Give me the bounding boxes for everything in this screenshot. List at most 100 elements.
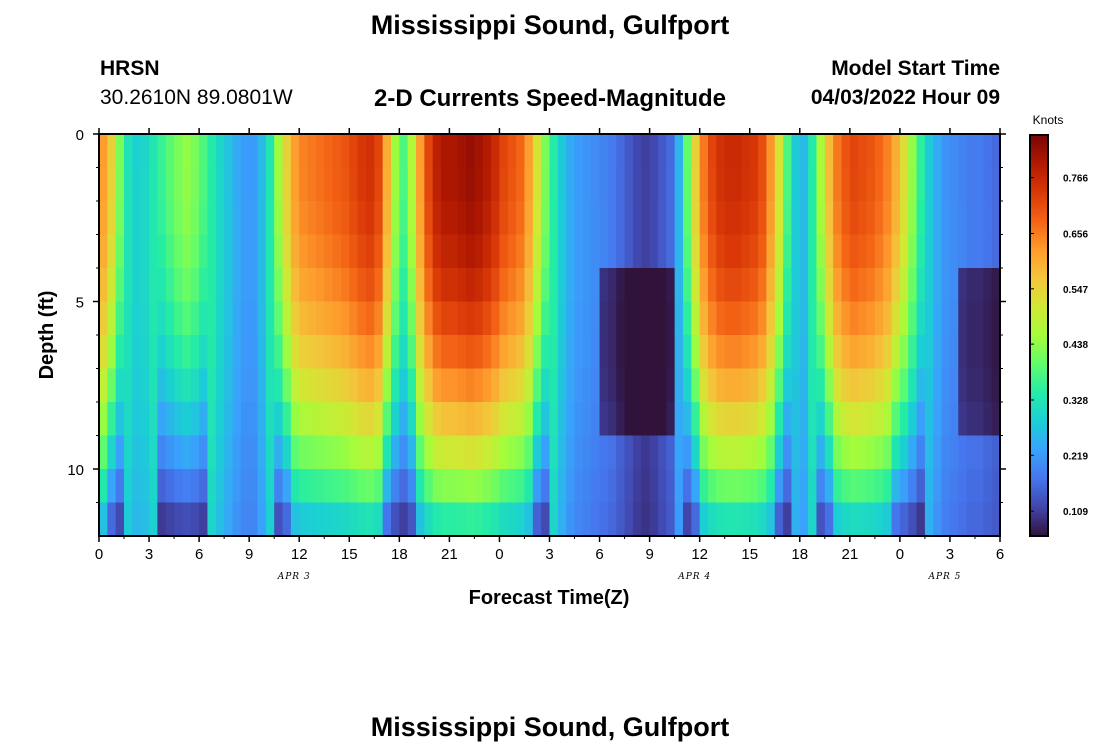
heatmap-cell bbox=[682, 435, 692, 470]
heatmap-cell bbox=[816, 469, 826, 504]
heatmap-cell bbox=[457, 402, 467, 437]
heatmap-cell bbox=[441, 469, 450, 504]
heatmap-cell bbox=[666, 234, 676, 269]
model-start-label: Model Start Time bbox=[831, 57, 1000, 80]
heatmap-cell bbox=[599, 502, 609, 537]
heatmap-cell bbox=[215, 301, 225, 336]
heatmap-cell bbox=[649, 435, 659, 470]
heatmap-cell bbox=[416, 335, 425, 370]
heatmap-cell bbox=[307, 335, 317, 370]
heatmap-cell bbox=[449, 268, 459, 303]
heatmap-cell bbox=[174, 167, 184, 202]
heatmap-cell bbox=[783, 301, 793, 336]
heatmap-cell bbox=[199, 402, 209, 437]
heatmap-cell bbox=[841, 134, 851, 169]
heatmap-cell bbox=[632, 402, 642, 437]
heatmap-cell bbox=[774, 402, 784, 437]
heatmap-cell bbox=[224, 301, 234, 336]
heatmap-cell bbox=[399, 134, 409, 169]
heatmap-cell bbox=[933, 402, 943, 437]
heatmap-cell bbox=[365, 502, 375, 537]
heatmap-cell bbox=[349, 469, 359, 504]
heatmap-cell bbox=[758, 301, 767, 336]
heatmap-cell bbox=[299, 268, 309, 303]
heatmap-cell bbox=[874, 435, 884, 470]
heatmap-cell bbox=[516, 435, 526, 470]
heatmap-cell bbox=[482, 134, 492, 169]
heatmap-cell bbox=[224, 268, 234, 303]
heatmap-cell bbox=[107, 469, 117, 504]
heatmap-cell bbox=[307, 201, 317, 236]
heatmap-cell bbox=[791, 201, 801, 236]
heatmap-cell bbox=[524, 134, 534, 169]
heatmap-cell bbox=[115, 435, 125, 470]
heatmap-cell bbox=[791, 435, 801, 470]
heatmap-cell bbox=[274, 134, 284, 169]
x-axis-label: Forecast Time(Z) bbox=[469, 587, 630, 609]
heatmap-cell bbox=[749, 335, 759, 370]
heatmap-cell bbox=[332, 502, 342, 537]
heatmap-cell bbox=[824, 402, 834, 437]
heatmap-cell bbox=[307, 268, 317, 303]
heatmap-cell bbox=[257, 435, 267, 470]
heatmap-cell bbox=[290, 435, 300, 470]
heatmap-cell bbox=[974, 502, 984, 537]
heatmap-cell bbox=[407, 402, 417, 437]
heatmap-cell bbox=[674, 435, 684, 470]
heatmap-cell bbox=[766, 335, 776, 370]
heatmap-cell bbox=[716, 268, 726, 303]
heatmap-cell bbox=[182, 134, 192, 169]
heatmap-cell bbox=[966, 402, 976, 437]
heatmap-cell bbox=[983, 167, 993, 202]
heatmap-cell bbox=[482, 402, 492, 437]
heatmap-cell bbox=[115, 234, 125, 269]
heatmap-cell bbox=[708, 502, 717, 537]
heatmap-cell bbox=[332, 368, 342, 403]
heatmap-cell bbox=[124, 469, 133, 504]
heatmap-cell bbox=[599, 402, 609, 437]
heatmap-cell bbox=[215, 435, 225, 470]
heatmap-cell bbox=[190, 301, 200, 336]
heatmap-cell bbox=[941, 134, 951, 169]
heatmap-cell bbox=[324, 502, 334, 537]
heatmap-cell bbox=[958, 301, 968, 336]
heatmap-cell bbox=[374, 368, 384, 403]
heatmap-cell bbox=[591, 335, 601, 370]
heatmap-cell bbox=[132, 268, 142, 303]
heatmap-cell bbox=[574, 502, 584, 537]
heatmap-cell bbox=[182, 167, 192, 202]
heatmap-cell bbox=[516, 335, 526, 370]
heatmap-cell bbox=[499, 167, 509, 202]
colorbar-ticks: 0.109 0.219 0.328 0.438 0.547 0.656 0.766 bbox=[1030, 174, 1088, 518]
heatmap-cell bbox=[632, 469, 642, 504]
heatmap-cell bbox=[190, 335, 200, 370]
heatmap-cell bbox=[207, 402, 217, 437]
heatmap-cell bbox=[432, 368, 442, 403]
heatmap-cell bbox=[466, 268, 476, 303]
heatmap-cell bbox=[783, 201, 793, 236]
heatmap-cell bbox=[340, 234, 350, 269]
heatmap-cell bbox=[858, 167, 868, 202]
heatmap-cell bbox=[708, 201, 717, 236]
heatmap-cell bbox=[816, 402, 826, 437]
heatmap-cell bbox=[416, 234, 425, 269]
heatmap-cell bbox=[866, 502, 876, 537]
heatmap-cell bbox=[174, 268, 184, 303]
heatmap-cell bbox=[582, 268, 592, 303]
heatmap-cell bbox=[307, 368, 317, 403]
heatmap-cell bbox=[190, 201, 200, 236]
heatmap-cell bbox=[632, 335, 642, 370]
heatmap-cell bbox=[282, 502, 292, 537]
heatmap-cell bbox=[140, 502, 150, 537]
heatmap-cell bbox=[624, 301, 634, 336]
heatmap-cell bbox=[708, 368, 717, 403]
heatmap-cell bbox=[232, 167, 242, 202]
heatmap-cell bbox=[949, 134, 959, 169]
heatmap-cell bbox=[624, 502, 634, 537]
heatmap-cell bbox=[449, 301, 459, 336]
heatmap-cell bbox=[624, 234, 634, 269]
heatmap-cell bbox=[165, 234, 175, 269]
heatmap-cell bbox=[324, 469, 334, 504]
heatmap-cell bbox=[349, 402, 359, 437]
heatmap-cell bbox=[365, 234, 375, 269]
